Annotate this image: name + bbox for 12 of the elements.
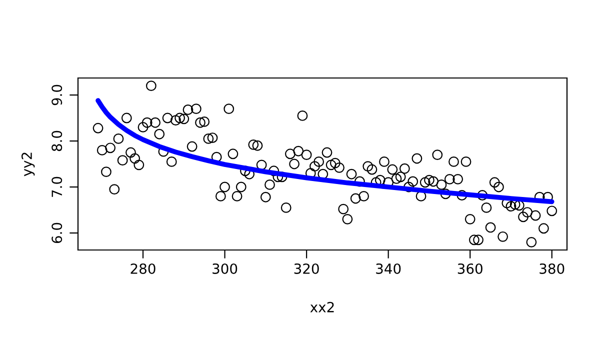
x-tick-label: 280 — [130, 263, 156, 274]
x-tick-label: 360 — [458, 263, 482, 274]
x-tick-label: 300 — [212, 263, 238, 274]
y-tick-label: 7.0 — [52, 176, 62, 197]
x-tick-label: 320 — [294, 263, 319, 274]
x-tick-label: 380 — [540, 263, 564, 274]
x-axis-title: xx2 — [310, 302, 334, 312]
y-tick-label: 9.0 — [52, 84, 62, 106]
x-tick-label: 340 — [376, 263, 401, 274]
y-axis-title: yy2 — [22, 152, 35, 176]
y-tick-label: 6.0 — [52, 222, 62, 244]
y-tick-label: 8.0 — [52, 130, 62, 152]
